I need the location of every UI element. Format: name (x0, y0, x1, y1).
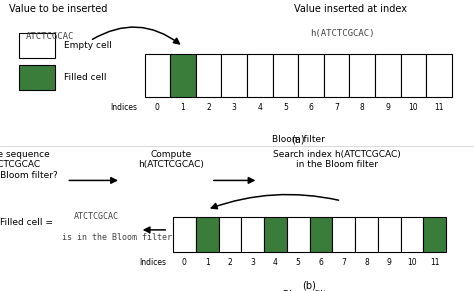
Text: 8: 8 (360, 103, 365, 112)
Bar (19, 65, 55, 90)
Bar (310, 217, 332, 252)
Bar (375, 54, 401, 97)
Text: 3: 3 (232, 103, 237, 112)
Bar (273, 54, 298, 97)
Text: 11: 11 (430, 258, 439, 267)
Bar (221, 54, 247, 97)
Text: 2: 2 (206, 103, 211, 112)
Text: 11: 11 (434, 103, 444, 112)
Text: Is the sequence
ATCTCGCAC
in the Bloom filter?: Is the sequence ATCTCGCAC in the Bloom f… (0, 150, 58, 180)
Text: ATCTCGCAC: ATCTCGCAC (73, 212, 118, 221)
Text: 1: 1 (181, 103, 185, 112)
Text: Search index h(ATCTCGCAC)
in the Bloom filter: Search index h(ATCTCGCAC) in the Bloom f… (273, 150, 401, 169)
Text: 0: 0 (155, 103, 160, 112)
Bar (264, 217, 287, 252)
Bar (423, 217, 446, 252)
Bar (378, 217, 401, 252)
Text: Filled cell =: Filled cell = (0, 218, 53, 227)
Bar (173, 217, 196, 252)
Text: 6: 6 (309, 103, 313, 112)
Text: is in the Bloom filter: is in the Bloom filter (62, 233, 172, 242)
Text: Indices: Indices (139, 258, 166, 267)
Bar (332, 217, 355, 252)
Text: 7: 7 (334, 103, 339, 112)
Text: 6: 6 (319, 258, 323, 267)
Text: Filled cell: Filled cell (64, 73, 107, 82)
Bar (298, 54, 324, 97)
Text: (b): (b) (302, 281, 317, 291)
Text: Value to be inserted: Value to be inserted (9, 4, 108, 14)
Bar (196, 54, 221, 97)
Text: 10: 10 (409, 103, 418, 112)
Text: 5: 5 (296, 258, 301, 267)
Text: Empty cell: Empty cell (64, 41, 112, 50)
Text: 1: 1 (205, 258, 210, 267)
Bar (324, 54, 349, 97)
Text: h(ATCTCGCAC): h(ATCTCGCAC) (310, 29, 375, 38)
Text: (a): (a) (292, 134, 305, 144)
Bar (219, 217, 241, 252)
Text: Bloom filter: Bloom filter (283, 290, 336, 291)
Text: Value inserted at index: Value inserted at index (294, 4, 407, 14)
Bar (349, 54, 375, 97)
Bar (401, 217, 423, 252)
Text: 4: 4 (273, 258, 278, 267)
Text: 9: 9 (385, 103, 390, 112)
Bar (196, 217, 219, 252)
Text: 2: 2 (228, 258, 232, 267)
Bar (287, 217, 310, 252)
Text: 7: 7 (341, 258, 346, 267)
Bar (170, 54, 196, 97)
Text: 9: 9 (387, 258, 392, 267)
Text: Compute
h(ATCTCGCAC): Compute h(ATCTCGCAC) (138, 150, 203, 169)
Bar (19, 33, 55, 58)
Text: ATCTCGCAC: ATCTCGCAC (26, 32, 74, 41)
Bar (145, 54, 170, 97)
Bar (241, 217, 264, 252)
Text: Bloom filter: Bloom filter (272, 135, 325, 144)
Text: 3: 3 (250, 258, 255, 267)
Text: 8: 8 (364, 258, 369, 267)
Bar (355, 217, 378, 252)
Bar (426, 54, 452, 97)
Bar (247, 54, 273, 97)
Text: 10: 10 (407, 258, 417, 267)
Bar (401, 54, 426, 97)
Text: 4: 4 (257, 103, 262, 112)
Text: 5: 5 (283, 103, 288, 112)
Text: Indices: Indices (110, 103, 137, 112)
Text: 0: 0 (182, 258, 187, 267)
